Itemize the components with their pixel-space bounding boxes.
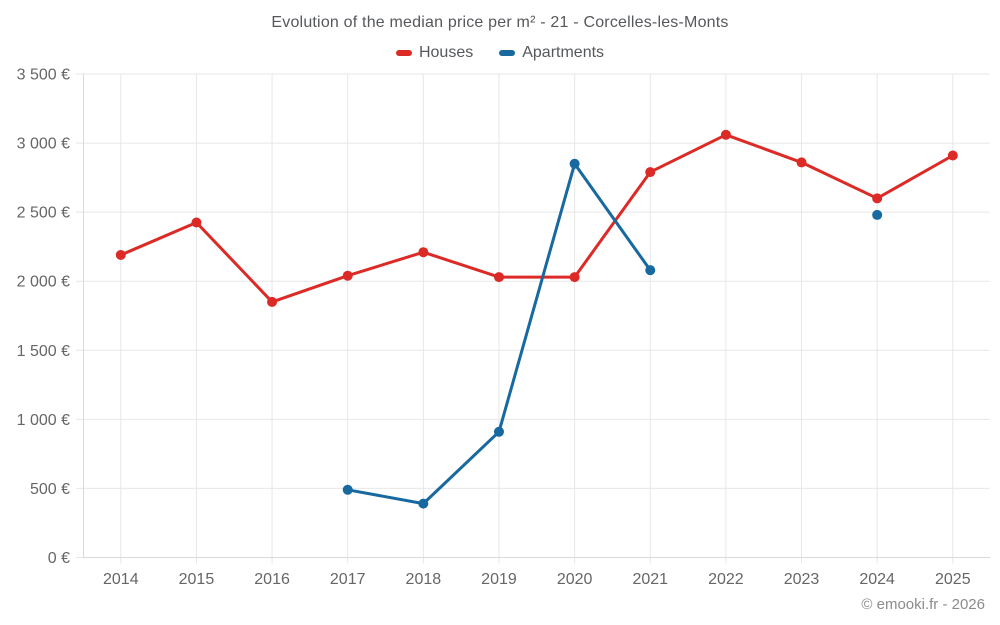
series-line-houses <box>119 133 955 304</box>
data-point-houses-2021[interactable] <box>645 167 656 178</box>
x-tick-label: 2017 <box>330 571 366 588</box>
x-tick-label: 2022 <box>708 571 744 588</box>
data-point-apartments-2020[interactable] <box>569 158 580 169</box>
x-tick-label: 2016 <box>254 571 290 588</box>
y-tick-label: 2 000 € <box>17 274 70 291</box>
data-point-apartments-2021[interactable] <box>645 265 656 276</box>
chart-title: Evolution of the median price per m² - 2… <box>271 14 729 31</box>
x-tick-label: 2018 <box>406 571 442 588</box>
legend-label-houses: Houses <box>418 44 474 61</box>
y-tick-label: 2 500 € <box>17 205 70 222</box>
data-point-houses-2024[interactable] <box>872 193 883 204</box>
data-point-houses-2016[interactable] <box>267 296 278 307</box>
x-tick-label: 2023 <box>784 571 820 588</box>
x-tick-label: 2025 <box>935 571 971 588</box>
data-point-houses-2023[interactable] <box>796 157 807 168</box>
data-point-apartments-2024[interactable] <box>872 209 883 220</box>
copyright-text: © emooki.fr - 2026 <box>861 596 985 613</box>
x-tick-label: 2019 <box>481 571 517 588</box>
x-tick-label: 2014 <box>103 571 139 588</box>
y-tick-label: 1 500 € <box>17 343 70 360</box>
y-tick-label: 3 500 € <box>17 67 70 84</box>
data-point-apartments-2019[interactable] <box>493 426 504 437</box>
data-point-houses-2022[interactable] <box>720 129 731 140</box>
data-point-apartments-2018[interactable] <box>418 498 429 509</box>
chart-legend: Houses Apartments <box>0 44 1000 62</box>
data-point-houses-2019[interactable] <box>493 272 504 283</box>
legend-item-apartments[interactable]: Apartments <box>499 44 604 62</box>
data-point-houses-2017[interactable] <box>342 270 353 281</box>
data-point-apartments-2017[interactable] <box>342 484 353 495</box>
x-tick-label: 2021 <box>632 571 668 588</box>
data-point-houses-2018[interactable] <box>418 247 429 258</box>
y-tick-label: 0 € <box>48 550 70 567</box>
legend-swatch-apartments-icon <box>499 50 516 56</box>
data-point-houses-2020[interactable] <box>569 272 580 283</box>
y-tick-label: 3 000 € <box>17 136 70 153</box>
y-tick-label: 1 000 € <box>17 412 70 429</box>
x-tick-label: 2024 <box>859 571 895 588</box>
legend-swatch-houses-icon <box>395 50 412 56</box>
data-point-houses-2025[interactable] <box>947 150 958 161</box>
y-tick-label: 500 € <box>30 481 70 498</box>
x-tick-label: 2015 <box>179 571 215 588</box>
legend-item-houses[interactable]: Houses <box>395 44 474 62</box>
data-point-houses-2014[interactable] <box>115 249 126 260</box>
legend-label-apartments: Apartments <box>522 44 605 61</box>
x-tick-label: 2020 <box>557 571 593 588</box>
data-point-houses-2015[interactable] <box>191 217 202 228</box>
